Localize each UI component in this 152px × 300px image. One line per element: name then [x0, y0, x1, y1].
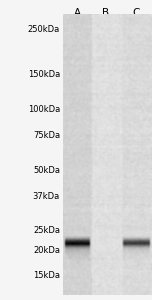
Text: 50kDa: 50kDa [33, 166, 60, 175]
Text: 25kDa: 25kDa [33, 226, 60, 236]
Text: 100kDa: 100kDa [28, 105, 60, 114]
Text: A: A [73, 8, 81, 18]
Text: 75kDa: 75kDa [33, 130, 60, 140]
Text: 250kDa: 250kDa [28, 26, 60, 34]
Text: C: C [132, 8, 140, 18]
Text: 15kDa: 15kDa [33, 271, 60, 280]
Text: B: B [102, 8, 110, 18]
Text: 20kDa: 20kDa [33, 246, 60, 255]
Text: 37kDa: 37kDa [33, 192, 60, 201]
Text: 150kDa: 150kDa [28, 70, 60, 79]
